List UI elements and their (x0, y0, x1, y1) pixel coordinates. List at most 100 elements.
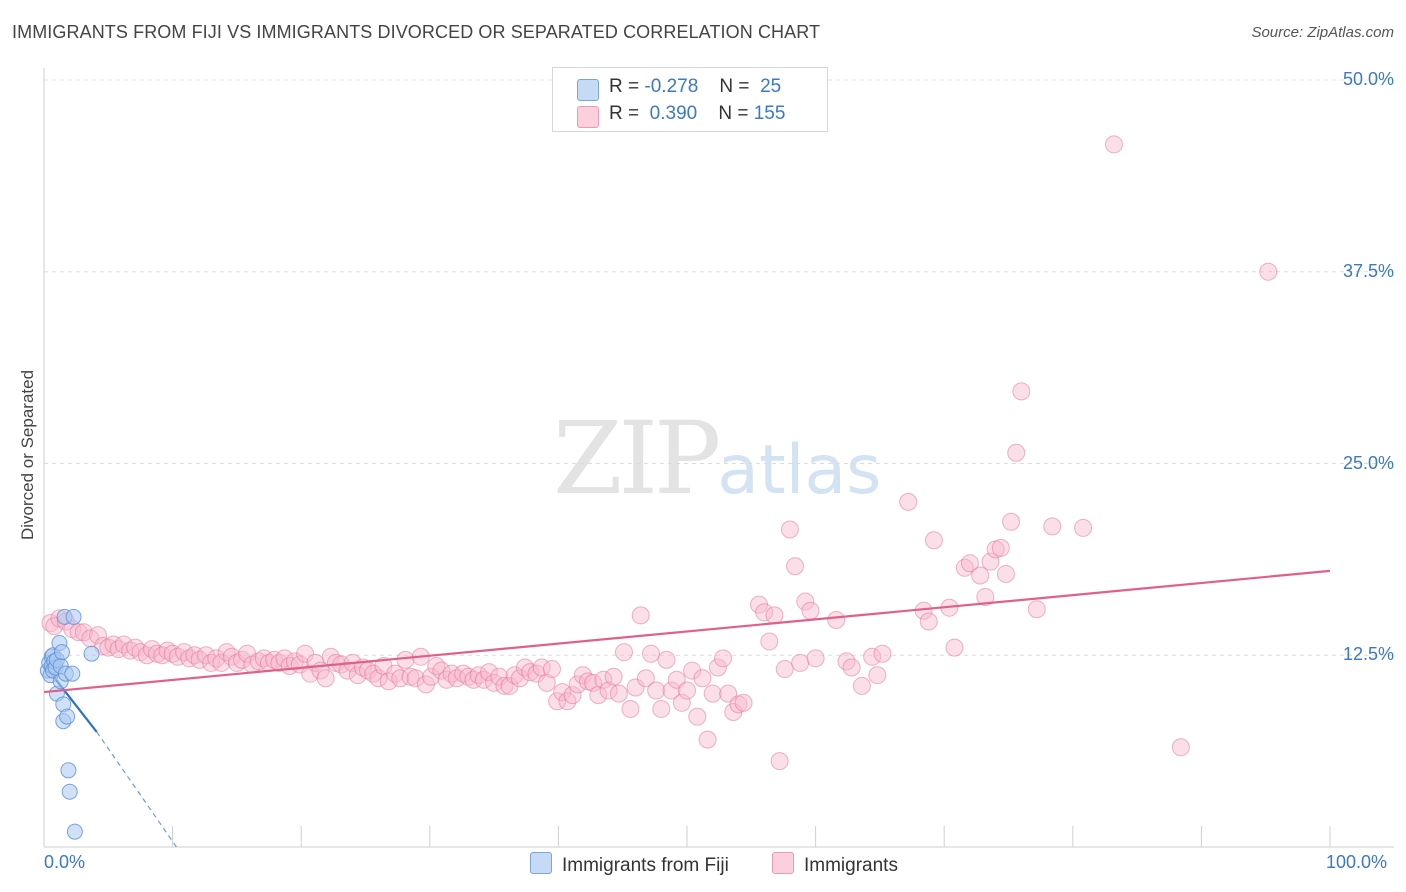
point-immigrants (505, 666, 524, 685)
y-tick-label: 25.0% (1342, 452, 1394, 473)
point-immigrants (765, 606, 784, 625)
n-label: N = (718, 103, 749, 124)
axes (43, 68, 1394, 848)
trend-line-fiji-dashed (96, 731, 177, 848)
x-tick-label-max: 100.0% (1326, 852, 1388, 872)
point-immigrants (827, 610, 846, 629)
point-immigrants (548, 692, 567, 711)
point-immigrants (396, 650, 415, 669)
point-immigrants (1043, 517, 1062, 536)
point-immigrants (863, 647, 882, 666)
point-immigrants (662, 681, 681, 700)
point-immigrants (406, 669, 425, 688)
point-immigrants (652, 699, 671, 718)
point-immigrants (609, 684, 628, 703)
point-immigrants (604, 667, 623, 686)
point-immigrants (553, 683, 572, 702)
swatch-fiji (577, 79, 599, 101)
chart-title: IMMIGRANTS FROM FIJI VS IMMIGRANTS DIVOR… (12, 22, 821, 42)
point-immigrants (510, 669, 529, 688)
point-immigrants (1002, 512, 1021, 531)
point-immigrants (775, 660, 794, 679)
n-value: 155 (753, 103, 786, 124)
y-tick-label: 37.5% (1342, 260, 1394, 281)
point-immigrants (678, 681, 696, 700)
source-label: Source: ZipAtlas.com (1251, 24, 1394, 41)
point-immigrants (316, 669, 335, 688)
point-immigrants (976, 587, 995, 606)
point-immigrants (703, 684, 722, 703)
point-immigrants (521, 663, 540, 682)
point-fiji (65, 608, 82, 625)
point-fiji (54, 644, 71, 661)
point-immigrants (960, 554, 979, 573)
point-immigrants (454, 664, 473, 683)
point-immigrants (760, 632, 779, 651)
point-immigrants (599, 681, 618, 700)
point-immigrants (1012, 382, 1031, 401)
y-tick-label: 50.0% (1342, 69, 1394, 89)
point-immigrants (631, 606, 650, 625)
point-immigrants (796, 592, 815, 611)
point-immigrants (1007, 443, 1026, 462)
r-value: -0.278 (644, 76, 699, 97)
point-immigrants (919, 612, 938, 631)
point-fiji (60, 762, 77, 779)
point-immigrants (698, 730, 717, 749)
point-immigrants (996, 564, 1015, 583)
point-immigrants (479, 663, 498, 682)
point-fiji (59, 708, 76, 725)
point-immigrants (1259, 262, 1278, 281)
point-immigrants (422, 667, 441, 686)
point-immigrants (852, 676, 871, 695)
point-immigrants (868, 666, 887, 685)
n-value: 25 (760, 76, 782, 97)
legend-item-fiji[interactable]: Immigrants from Fiji (530, 852, 729, 877)
point-immigrants (1104, 135, 1123, 154)
points-fiji (39, 608, 100, 840)
point-immigrants (647, 681, 666, 700)
point-immigrants (163, 644, 182, 663)
point-immigrants (971, 566, 990, 585)
point-immigrants (1171, 738, 1190, 757)
series-legend: Immigrants from Fiji Immigrants (0, 850, 1406, 880)
point-immigrants (780, 520, 799, 539)
point-immigrants (991, 538, 1010, 557)
point-immigrants (801, 601, 820, 620)
point-immigrants (500, 676, 519, 695)
r-label: R = (609, 76, 640, 97)
point-immigrants (432, 661, 451, 680)
y-tick-label: 12.5% (1342, 644, 1394, 665)
point-immigrants (69, 623, 88, 642)
stats-legend: R = -0.278 N = 25 R = 0.390 N = 155 (552, 67, 828, 132)
point-immigrants (770, 752, 789, 771)
point-immigrants (791, 653, 810, 672)
point-immigrants (734, 693, 753, 712)
points-immigrants (41, 135, 1278, 771)
point-immigrants (537, 673, 556, 692)
n-label: N = (719, 76, 750, 97)
watermark-atlas: atlas (717, 431, 882, 510)
point-immigrants (296, 644, 315, 663)
point-fiji (61, 783, 78, 800)
point-immigrants (227, 653, 246, 672)
point-immigrants (621, 699, 640, 718)
point-fiji (83, 645, 100, 662)
legend-item-immigrants[interactable]: Immigrants (772, 852, 898, 877)
point-immigrants (626, 678, 645, 697)
point-immigrants (945, 638, 964, 657)
r-value: 0.390 (649, 103, 698, 124)
point-fiji (64, 665, 81, 682)
point-immigrants (636, 669, 655, 688)
point-immigrants (688, 707, 707, 726)
point-fiji (66, 823, 83, 840)
point-immigrants (708, 658, 727, 677)
point-immigrants (379, 672, 398, 691)
point-immigrants (1074, 518, 1093, 537)
point-immigrants (683, 661, 702, 680)
point-immigrants (924, 531, 943, 550)
point-immigrants (873, 644, 892, 663)
point-immigrants (212, 653, 231, 672)
legend-swatch-fiji (530, 852, 552, 874)
